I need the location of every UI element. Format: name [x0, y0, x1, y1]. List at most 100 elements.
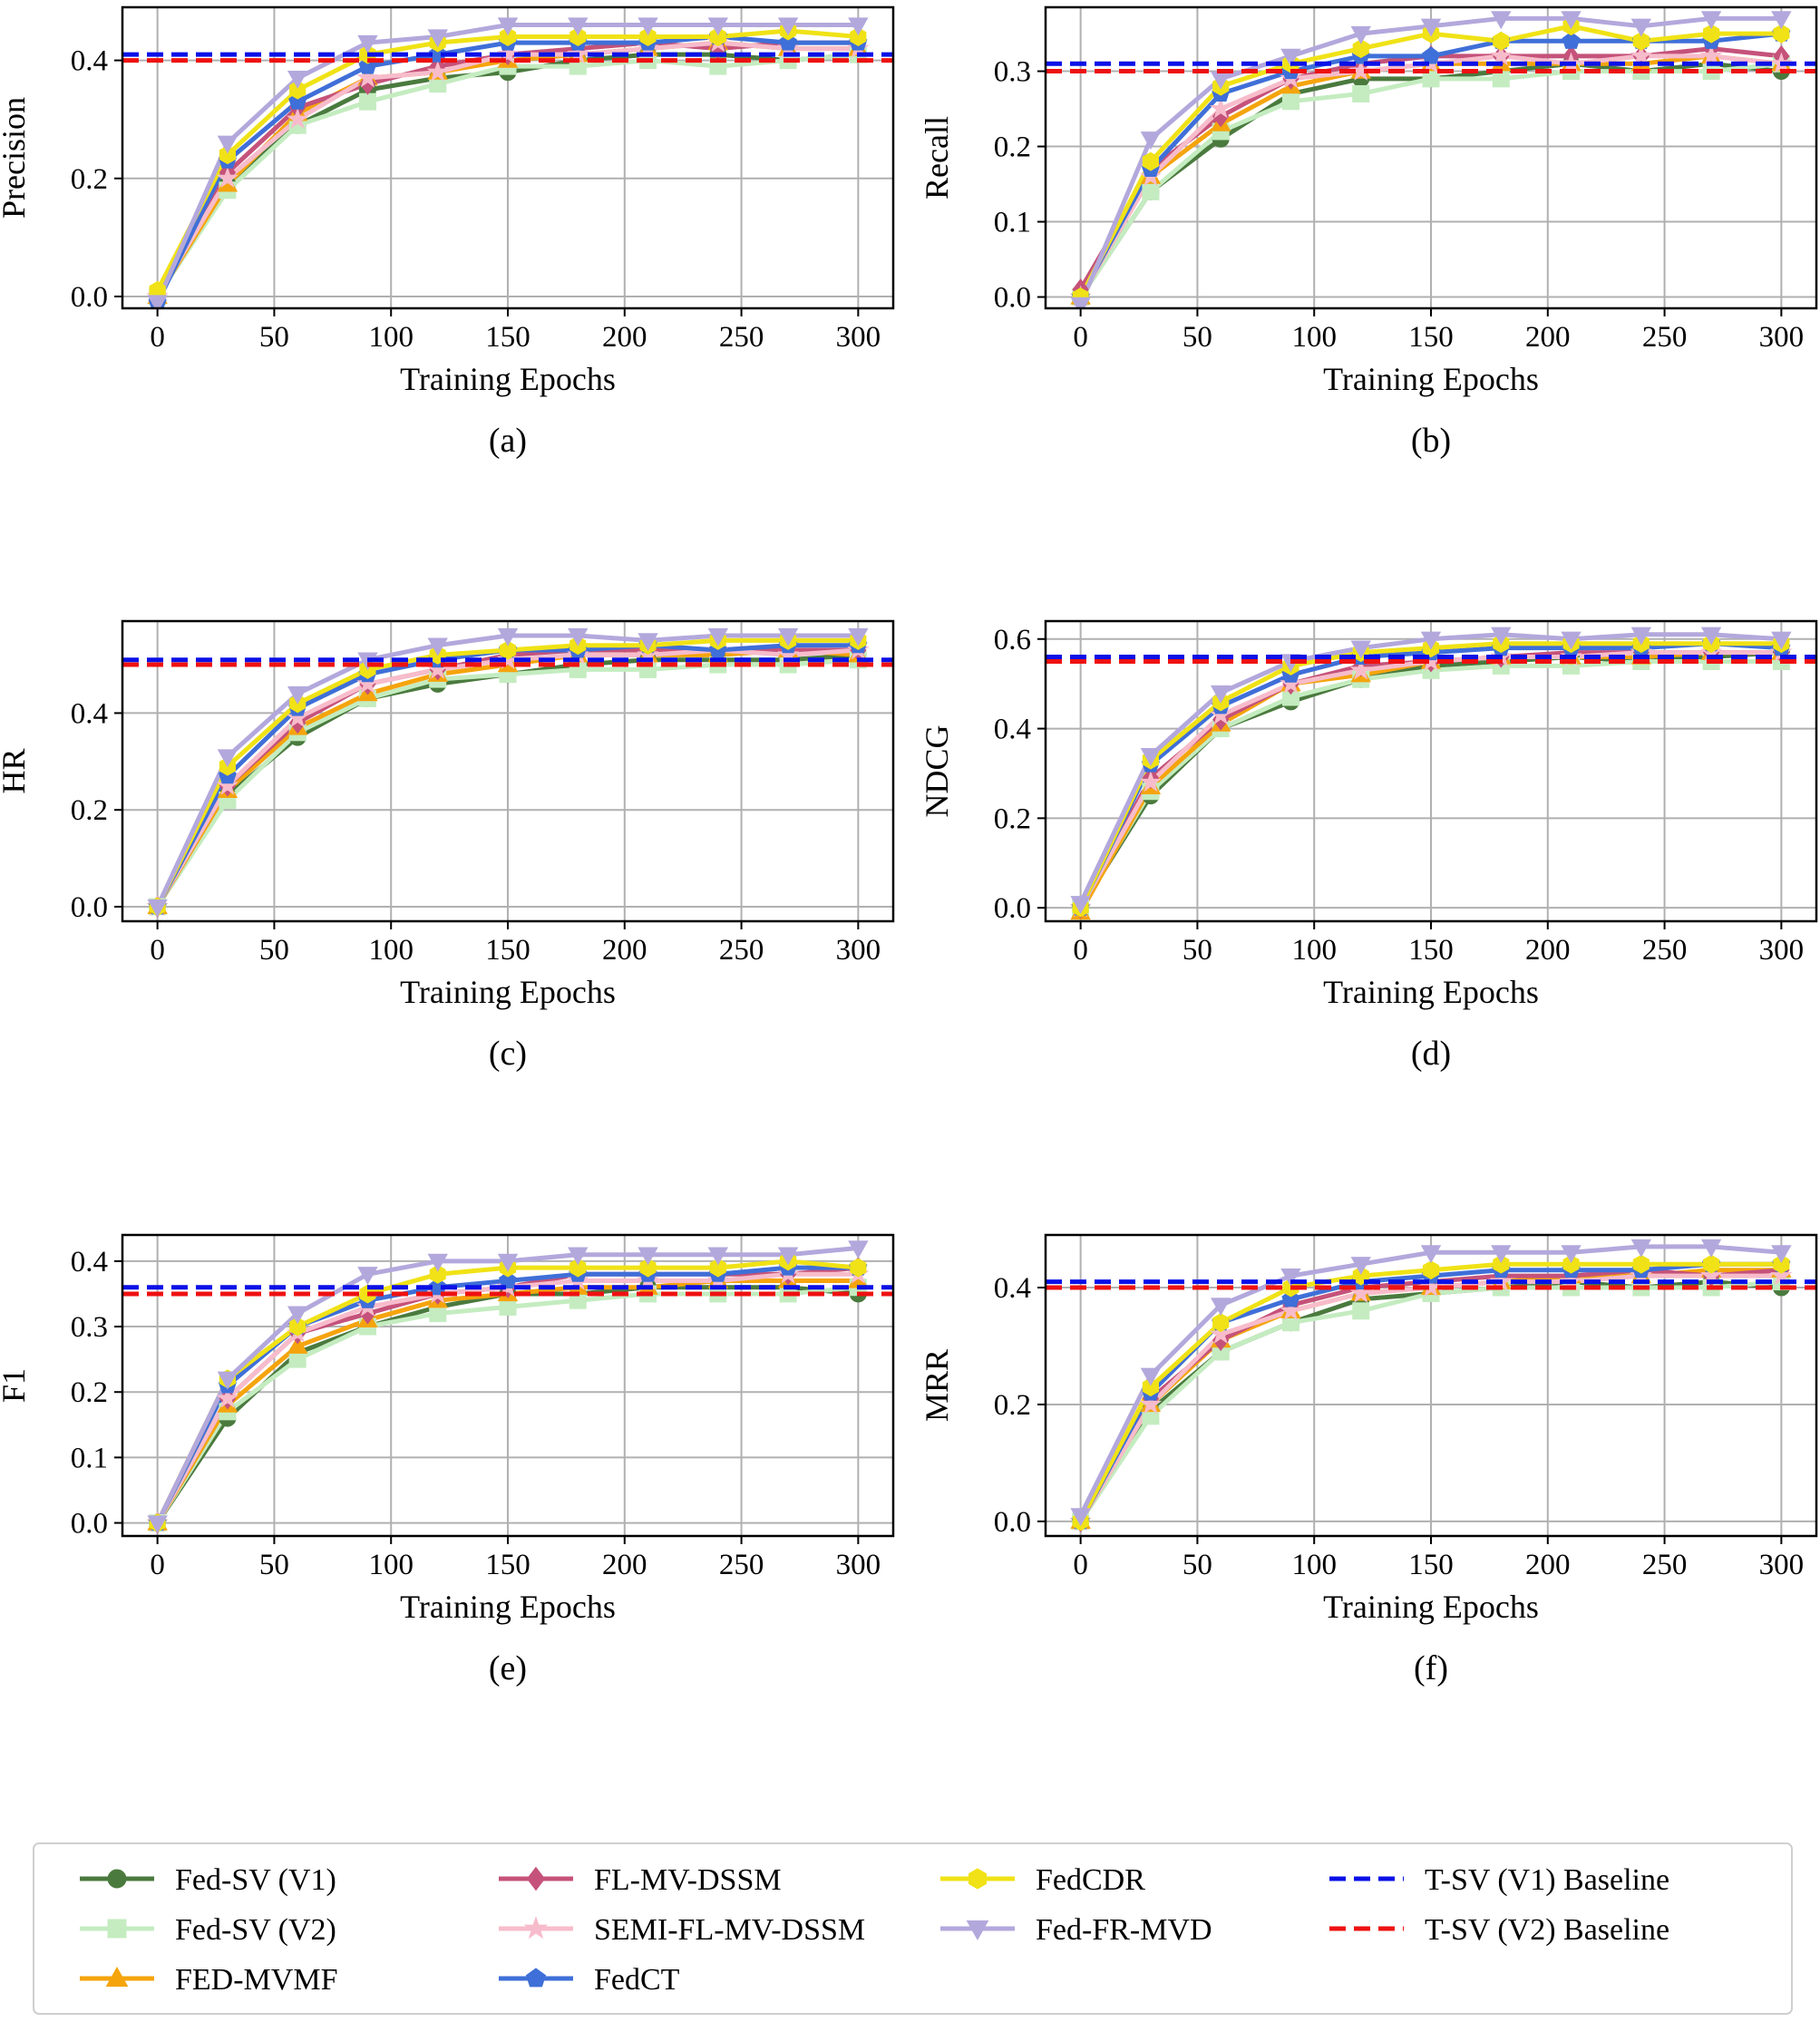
legend-item: FED-MVMF [80, 1963, 337, 1997]
y-axis-label: MRR [919, 1349, 955, 1422]
data-point-fedcdr [709, 27, 726, 46]
data-point-fed-fr-mvd [287, 70, 308, 89]
x-tick-label: 0 [150, 1549, 165, 1581]
legend-item: FedCT [499, 1963, 680, 1997]
x-tick-label: 50 [259, 934, 289, 967]
x-tick-label: 300 [1759, 934, 1805, 967]
data-point-fed-sv-v2 [1352, 84, 1370, 102]
data-point-fed-fr-mvd [707, 17, 729, 36]
x-axis-label: Training Epochs [400, 1589, 616, 1625]
data-point-fedcdr [1352, 39, 1369, 59]
legend-item: SEMI-FL-MV-DSSM [499, 1913, 865, 1947]
y-axis-label: F1 [0, 1368, 32, 1403]
data-point-fed-mvmf [105, 1966, 129, 1987]
data-point-fedcdr [1422, 1260, 1440, 1280]
y-tick-label: 0.2 [994, 1389, 1031, 1422]
x-tick-label: 150 [1408, 1549, 1454, 1581]
data-point-fedcdr [850, 27, 867, 46]
x-tick-label: 50 [1183, 934, 1212, 967]
y-tick-label: 0.2 [71, 163, 108, 196]
data-point-fed-fr-mvd [1561, 1245, 1582, 1264]
data-point-fedcdr [289, 1317, 307, 1337]
axes-frame [121, 1233, 895, 1538]
x-axis-label: Training Epochs [1323, 1589, 1539, 1625]
axes-frame [121, 619, 895, 923]
data-point-fed-fr-mvd [1771, 1245, 1792, 1264]
y-tick-label: 0.3 [994, 56, 1031, 89]
x-tick-label: 250 [719, 321, 764, 354]
data-point-fed-fr-mvd [1280, 1268, 1301, 1287]
data-point-fed-fr-mvd [357, 34, 378, 53]
x-tick-label: 0 [1073, 934, 1088, 967]
data-point-fed-fr-mvd [568, 17, 589, 36]
data-point-fed-fr-mvd [427, 637, 448, 656]
axes-frame [1044, 619, 1818, 923]
y-tick-label: 0.2 [994, 131, 1031, 164]
x-tick-label: 250 [1642, 934, 1688, 967]
y-axis-label: HR [0, 748, 32, 793]
data-point-semi-fl-mv-dssm [216, 773, 239, 795]
x-tick-label: 250 [1642, 1549, 1688, 1581]
data-point-semi-fl-mv-dssm [287, 107, 309, 130]
data-point-fedct [428, 1278, 447, 1296]
data-point-fed-fr-mvd [217, 1371, 238, 1390]
legend-label: FedCT [594, 1963, 680, 1997]
legend-label: FedCDR [1036, 1863, 1145, 1897]
chart-panels: 0 50 100 150 200 250 300 0.0 0.2 0.4 Training Epoc… [0, 5, 1818, 1687]
data-point-semi-fl-mv-dssm [356, 66, 379, 88]
data-point-semi-fl-mv-dssm [1699, 44, 1723, 66]
panel-label: (e) [489, 1649, 527, 1687]
data-point-fl-mv-dssm [526, 1866, 546, 1891]
data-point-fedcdr [709, 1258, 726, 1278]
data-point-fed-fr-mvd [1070, 896, 1091, 915]
data-point-semi-fl-mv-dssm [1210, 97, 1232, 119]
data-point-fedcdr [499, 640, 517, 660]
data-point-fedcdr [499, 27, 517, 46]
x-tick-label: 0 [150, 321, 165, 354]
x-tick-label: 200 [602, 1549, 647, 1581]
y-tick-label: 0.2 [71, 794, 108, 827]
data-point-fed-fr-mvd [497, 627, 519, 646]
x-tick-label: 200 [1525, 934, 1571, 967]
data-point-fedcdr [1142, 1377, 1159, 1397]
data-point-semi-fl-mv-dssm [523, 1915, 549, 1939]
data-point-fed-fr-mvd [1210, 1298, 1231, 1317]
data-point-fed-fr-mvd [848, 627, 869, 646]
data-point-fed-fr-mvd [1350, 1257, 1371, 1276]
data-point-fed-fr-mvd [1491, 1245, 1512, 1264]
data-point-fed-fr-mvd [287, 1306, 308, 1325]
x-tick-label: 300 [1759, 1549, 1805, 1581]
x-tick-label: 100 [1291, 321, 1337, 354]
y-axis-label: Recall [919, 116, 955, 199]
data-point-semi-fl-mv-dssm [1280, 1299, 1302, 1321]
chart-panel: 0 50 100 150 200 250 300 0.0 0.2 0.4 Training Epoc… [919, 1233, 1818, 1687]
data-point-fed-fr-mvd [1350, 640, 1371, 659]
panel-label: (c) [489, 1035, 527, 1073]
axes-frame [121, 5, 895, 310]
data-point-semi-fl-mv-dssm [1490, 44, 1513, 66]
data-point-fedcdr [1562, 1254, 1580, 1274]
y-tick-label: 0.2 [71, 1376, 108, 1409]
data-point-fedct [1422, 46, 1440, 64]
data-point-fed-sv-v2 [1142, 182, 1160, 200]
x-tick-label: 50 [1183, 1549, 1212, 1581]
x-axis-label: Training Epochs [400, 974, 616, 1010]
x-axis-label: Training Epochs [1323, 974, 1539, 1010]
data-point-fed-fr-mvd [568, 627, 589, 646]
data-point-fed-fr-mvd [217, 135, 238, 154]
data-point-fed-fr-mvd [1630, 627, 1652, 646]
data-point-fedcdr [1493, 31, 1510, 51]
y-tick-label: 0.1 [994, 207, 1031, 239]
data-point-fed-fr-mvd [1140, 748, 1162, 767]
legend: Fed-SV (V1) Fed-SV (V2) FED-MVMF FL-MV-DSSM… [33, 1842, 1793, 2015]
data-point-semi-fl-mv-dssm [1349, 1281, 1372, 1303]
data-point-fed-fr-mvd [1420, 631, 1442, 650]
data-point-fedcdr [1632, 31, 1650, 51]
data-point-fed-fr-mvd [287, 685, 308, 705]
x-tick-label: 150 [1408, 934, 1454, 967]
x-tick-label: 50 [259, 321, 289, 354]
data-point-fed-fr-mvd [707, 627, 729, 646]
x-tick-label: 0 [150, 934, 165, 967]
data-point-fed-fr-mvd [1070, 296, 1091, 308]
x-tick-label: 250 [1642, 321, 1688, 354]
